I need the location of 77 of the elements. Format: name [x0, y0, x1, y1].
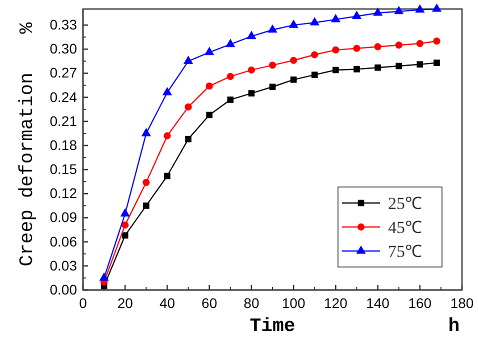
x-axis-title: Time: [250, 315, 296, 337]
point: [310, 17, 320, 26]
legend-label: 25℃: [388, 194, 422, 213]
x-tick-label: 20: [117, 294, 134, 311]
point: [141, 128, 151, 136]
point: [185, 136, 192, 142]
point: [248, 90, 255, 96]
y-tick-label: 0.06: [50, 233, 78, 250]
x-tick-label: 140: [366, 294, 390, 311]
point: [415, 4, 425, 13]
y-tick-label: 0.18: [50, 136, 78, 153]
point: [433, 38, 440, 45]
point: [374, 43, 382, 50]
x-tick-label: 160: [408, 294, 432, 311]
legend-label: 75℃: [388, 242, 422, 261]
y-tick-label: 0.21: [50, 112, 78, 129]
point: [395, 42, 402, 49]
point: [122, 232, 128, 239]
point: [352, 10, 362, 19]
y-tick-label: 0.09: [50, 209, 78, 226]
point: [354, 66, 360, 72]
text: %: [16, 22, 38, 34]
point: [416, 40, 424, 48]
x-tick-label: 120: [324, 294, 348, 311]
y-tick-label: 0.30: [50, 40, 78, 57]
point: [269, 84, 276, 90]
point: [204, 46, 214, 56]
point: [434, 60, 440, 66]
point: [374, 64, 381, 71]
point: [353, 44, 360, 52]
x-tick-label: 80: [244, 294, 260, 311]
point: [246, 30, 256, 40]
point: [268, 62, 276, 69]
point: [288, 20, 298, 28]
y-tick-label: 0.12: [50, 185, 78, 202]
point: [206, 112, 212, 118]
point: [372, 7, 383, 16]
text: h: [448, 315, 460, 337]
point: [120, 208, 130, 217]
x-tick-label: 40: [159, 294, 176, 311]
point: [183, 56, 194, 64]
point: [332, 66, 339, 74]
point: [227, 96, 234, 103]
point: [268, 24, 278, 33]
point: [432, 3, 442, 12]
point: [330, 14, 340, 22]
x-tick-label: 60: [202, 294, 218, 311]
point: [162, 86, 172, 96]
x-tick-label: 100: [282, 294, 306, 311]
y-axis-title: Creep deformation: [16, 72, 38, 266]
point: [226, 38, 236, 48]
point: [290, 76, 297, 83]
point: [290, 56, 298, 64]
x-tick-label: 0: [79, 294, 88, 311]
point: [394, 6, 404, 14]
point: [142, 178, 150, 186]
point: [226, 72, 234, 80]
point: [416, 61, 424, 68]
point: [311, 72, 318, 78]
point: [143, 202, 150, 209]
y-tick-label: 0.15: [50, 161, 78, 178]
point: [184, 103, 192, 111]
x-tick-label: 180: [450, 294, 474, 311]
point: [122, 221, 129, 229]
point: [311, 51, 318, 58]
y-tick-label: 0.03: [50, 257, 78, 274]
point: [248, 66, 256, 74]
point: [206, 82, 213, 90]
point: [396, 62, 402, 70]
legend-label: 45℃: [388, 218, 422, 237]
y-tick-label: 0.24: [50, 88, 78, 105]
y-tick-label: 0.33: [50, 16, 78, 33]
y-tick-label: 0.00: [50, 281, 78, 298]
point: [164, 132, 171, 140]
point: [332, 46, 340, 54]
point: [164, 172, 170, 180]
y-tick-label: 0.27: [50, 64, 78, 81]
